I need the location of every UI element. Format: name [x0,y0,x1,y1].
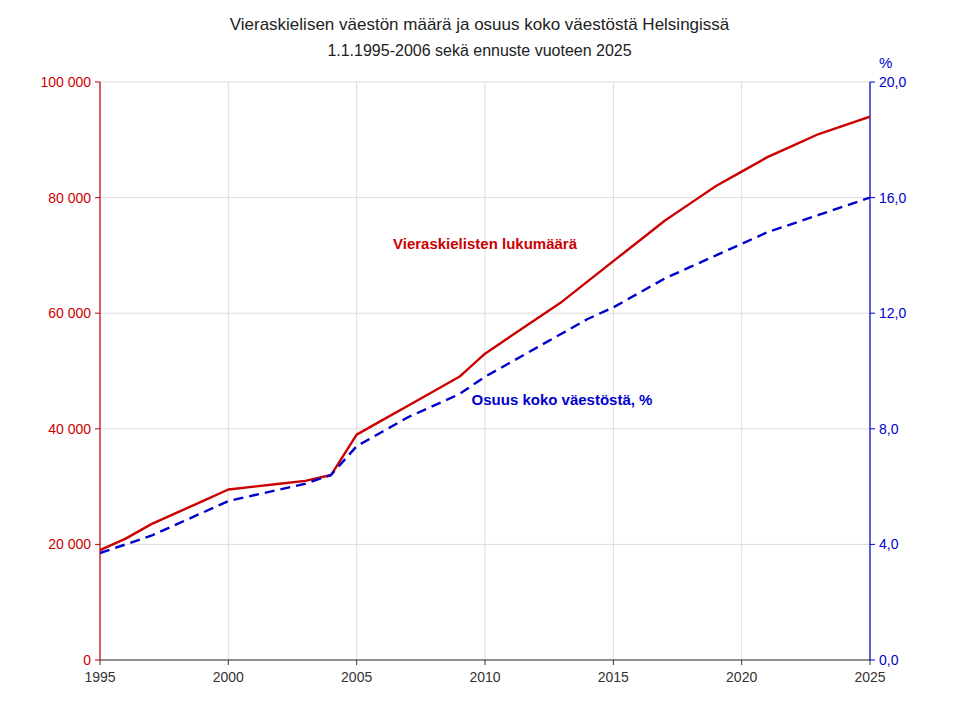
y2-axis-line [869,82,870,660]
grid-line-x [613,82,614,660]
x-tick [870,660,871,665]
x-tick-label: 2015 [598,669,629,685]
grid-line-x [485,82,486,660]
title: Vieraskielisen väestön määrä ja osuus ko… [230,15,730,34]
x-tick [100,660,101,665]
grid-line-x [356,82,357,660]
y2-tick-label: 16,0 [879,190,906,206]
grid-line-x [228,82,229,660]
grid [100,82,870,660]
y2-tick-label: 8,0 [879,421,899,437]
y2-tick-label: 4,0 [879,536,899,552]
y-tick-label: 100 000 [40,74,91,90]
grid-line-x [870,82,871,660]
y-tick-label: 40 000 [48,421,91,437]
x-tick [613,660,614,665]
y-tick [95,197,100,198]
y2-tick-label: 12,0 [879,305,906,321]
grid-line-x [741,82,742,660]
y-tick-label: 80 000 [48,190,91,206]
x-tick-label: 2005 [341,669,372,685]
subtitle: 1.1.1995-2006 sekä ennuste vuoteen 2025 [327,42,631,59]
y-tick-label: 20 000 [48,536,91,552]
x-tick [485,660,486,665]
x-tick-label: 1995 [84,669,115,685]
y2-axis-label: % [879,54,892,71]
y2-tick [870,428,875,429]
series-line [100,117,870,551]
y-tick [95,544,100,545]
y-axis-line [99,82,100,660]
y-tick [95,660,100,661]
y2-tick [870,544,875,545]
x-tick [741,660,742,665]
y-tick [95,428,100,429]
x-tick-label: 2000 [213,669,244,685]
line-annotation: Osuus koko väestöstä, % [472,391,653,408]
y-tick-label: 0 [83,652,91,668]
y2-tick [870,197,875,198]
y-tick [95,82,100,83]
x-tick-label: 2010 [469,669,500,685]
axes: 1995 2000 2005 2010 2015 2020 2025 0 20 000 40 00… [40,54,906,685]
grid-line-x [100,82,101,660]
x-tick-label: 2020 [726,669,757,685]
y2-tick [870,82,875,83]
y2-tick [870,313,875,314]
y2-tick-label: 20,0 [879,74,906,90]
annotations: Vieraskielisten lukumäärä Osuus koko väes… [393,235,652,408]
series-line [100,198,870,553]
x-tick [356,660,357,665]
x-tick-label: 2025 [854,669,885,685]
line-annotation: Vieraskielisten lukumäärä [393,235,578,252]
x-tick [228,660,229,665]
y2-tick-label: 0,0 [879,652,899,668]
y-tick [95,313,100,314]
plot-area [100,117,870,553]
y-tick-label: 60 000 [48,305,91,321]
chart: Vieraskielisen väestön määrä ja osuus ko… [0,0,959,719]
y2-tick [870,660,875,661]
